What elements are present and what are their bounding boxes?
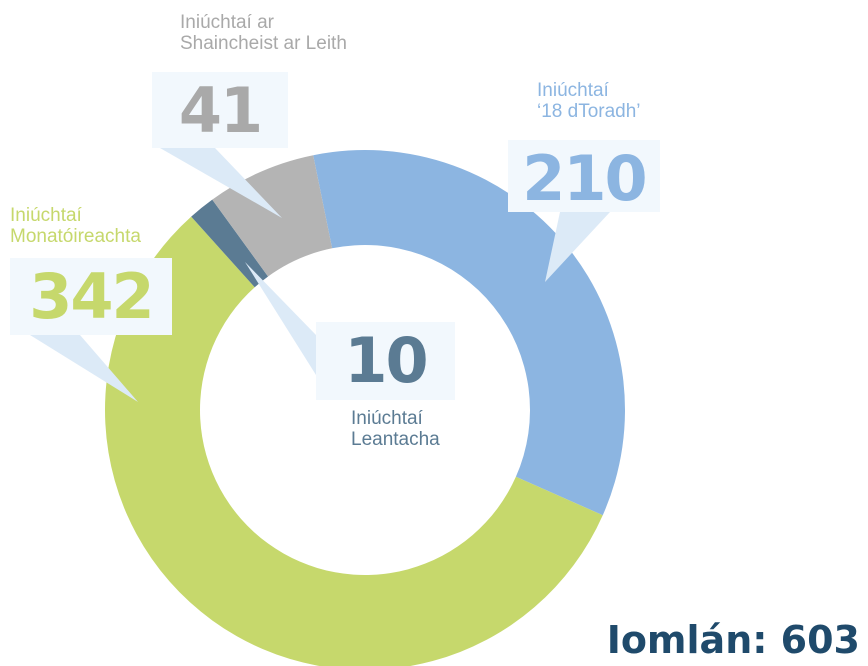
category-label: Iniúchtaí Leantacha: [351, 408, 440, 450]
donut-slice: [313, 149, 625, 516]
callout-pointer: [160, 148, 282, 218]
callout-pointer: [545, 212, 610, 282]
callout-pointer: [30, 335, 138, 402]
value-label: 41: [178, 74, 263, 147]
category-label: Iniúchtaí Monatóireachta: [10, 205, 141, 247]
callout-box: [10, 258, 172, 335]
value-label: 210: [522, 142, 647, 215]
value-label: 342: [29, 260, 154, 333]
callout-box: [508, 140, 660, 212]
total-label: Iomlán: 603: [606, 618, 860, 662]
category-label: Iniúchtaí ar Shaincheist ar Leith: [180, 12, 347, 54]
callout-pointer: [245, 262, 316, 375]
callout-box: [152, 72, 288, 148]
value-label: 10: [344, 324, 428, 397]
category-label: Iniúchtaí ‘18 dToradh’: [537, 80, 641, 122]
donut-slice: [105, 216, 603, 666]
donut-slice: [191, 199, 269, 288]
callout-box: [316, 322, 455, 400]
